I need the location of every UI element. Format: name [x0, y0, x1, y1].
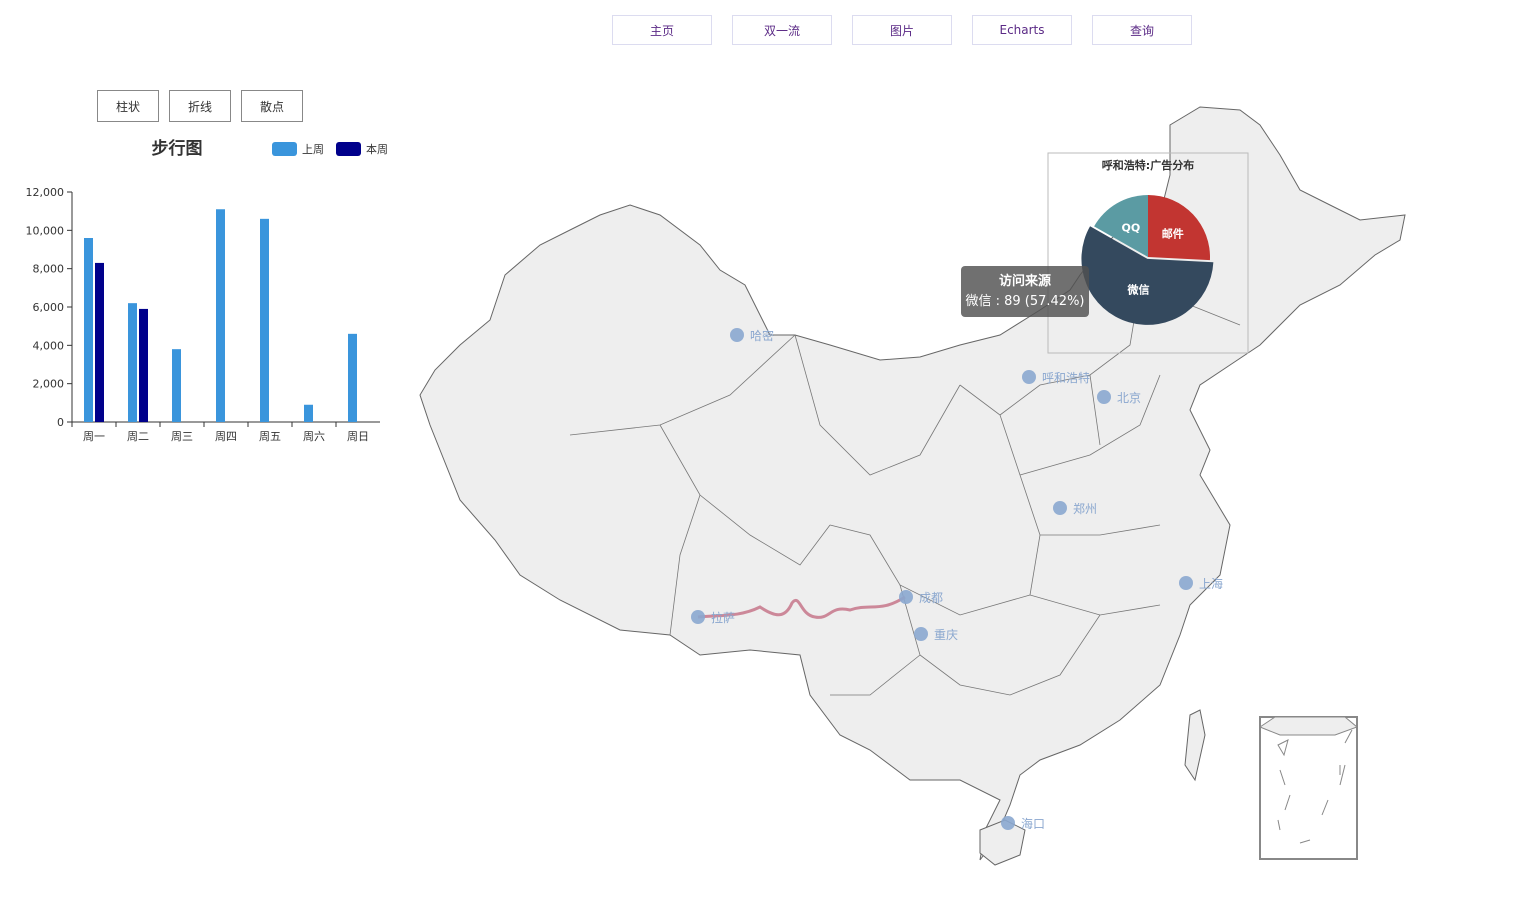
pie-slice-label: 微信: [1126, 283, 1149, 297]
city-haikou[interactable]: 海口: [1001, 816, 1045, 831]
city-dot: [1179, 576, 1193, 590]
nav-images-button[interactable]: 图片: [852, 15, 952, 45]
pie-frame: [1047, 152, 1249, 354]
city-label: 哈密: [750, 328, 774, 343]
chart-title: 步行图: [152, 138, 203, 159]
y-tick-label: 0: [57, 416, 64, 429]
bar-上周: [260, 218, 269, 422]
pie-slice-label: 邮件: [1162, 227, 1184, 241]
pie-slice-邮件[interactable]: [1148, 195, 1210, 261]
x-tick-label: 周一: [83, 430, 105, 443]
y-tick-label: 10,000: [26, 224, 65, 237]
city-dot: [1022, 370, 1036, 384]
legend-swatch: [272, 142, 297, 156]
city-dot: [914, 627, 928, 641]
bar-本周: [139, 308, 148, 422]
nav-echarts-button[interactable]: Echarts: [972, 15, 1072, 45]
china-outline: [419, 106, 1406, 861]
city-dot: [730, 328, 744, 342]
city-label: 呼和浩特: [1042, 370, 1090, 385]
city-label: 海口: [1021, 816, 1045, 831]
tooltip-title: 访问来源: [998, 274, 1051, 289]
nav-query-button[interactable]: 查询: [1092, 15, 1192, 45]
city-beijing[interactable]: 北京: [1097, 390, 1141, 405]
nav-double-first-class-button[interactable]: 双一流: [732, 15, 832, 45]
route-line: [697, 595, 906, 619]
x-tick-label: 周二: [127, 430, 149, 443]
taiwan-island: [1184, 709, 1206, 782]
legend-label: 本周: [366, 142, 388, 156]
city-dot: [1097, 390, 1111, 404]
nav-home-button[interactable]: 主页: [612, 15, 712, 45]
top-nav: 主页 双一流 图片 Echarts 查询: [612, 15, 1192, 45]
city-label: 重庆: [934, 628, 958, 642]
city-dot: [899, 590, 913, 604]
line-type-button[interactable]: 折线: [169, 90, 231, 122]
city-label: 北京: [1117, 391, 1141, 405]
bar-上周: [216, 209, 225, 422]
y-tick-label: 6,000: [33, 301, 65, 314]
x-tick-label: 周四: [215, 430, 237, 443]
bar-本周: [95, 262, 104, 422]
city-chengdu[interactable]: 成都: [899, 590, 943, 605]
south-sea-inset: [1258, 716, 1358, 860]
x-tick-label: 周三: [171, 430, 193, 443]
city-zhengzhou[interactable]: 郑州: [1053, 501, 1097, 516]
x-tick-label: 周六: [303, 430, 325, 443]
pie-slice-QQ[interactable]: [1094, 195, 1148, 257]
city-lhasa[interactable]: 拉萨: [691, 610, 735, 625]
city-label: 成都: [919, 591, 943, 605]
tooltip-text: 微信 : 89 (57.42%): [965, 294, 1085, 309]
bar-上周: [304, 404, 313, 422]
chart-type-toolbar: 柱状 折线 散点: [97, 90, 303, 122]
bar-上周: [172, 349, 181, 422]
city-label: 郑州: [1073, 501, 1097, 516]
bar-上周: [84, 238, 93, 422]
city-hami[interactable]: 哈密: [730, 328, 774, 343]
x-tick-label: 周五: [259, 430, 281, 443]
bar-上周: [128, 303, 137, 422]
legend-label: 上周: [302, 143, 324, 156]
city-hohhot[interactable]: 呼和浩特: [1022, 370, 1090, 385]
bar-type-button[interactable]: 柱状: [97, 90, 159, 122]
city-dot: [691, 610, 705, 624]
legend-swatch: [336, 142, 361, 156]
y-tick-label: 2,000: [33, 378, 65, 391]
x-tick-label: 周日: [347, 430, 369, 443]
bar-上周: [348, 333, 357, 422]
city-dot: [1053, 501, 1067, 515]
pie-tooltip: 访问来源 微信 : 89 (57.42%): [961, 266, 1089, 317]
city-shanghai[interactable]: 上海: [1179, 576, 1223, 591]
city-chongqing[interactable]: 重庆: [914, 627, 958, 642]
city-label: 拉萨: [711, 610, 735, 625]
city-label: 上海: [1199, 576, 1223, 591]
y-tick-label: 12,000: [26, 186, 65, 199]
pie-title: 呼和浩特:广告分布: [1102, 158, 1194, 172]
y-tick-label: 8,000: [33, 263, 65, 276]
walking-bar-chart: 步行图 上周 本周 0 2,000 4,000 6,000 8,000 10,000 12,000…: [26, 138, 389, 443]
pie-slice-label: QQ: [1121, 222, 1140, 235]
pie-slice-微信[interactable]: [1081, 226, 1214, 325]
scatter-type-button[interactable]: 散点: [241, 90, 303, 122]
y-tick-label: 4,000: [33, 339, 65, 352]
china-map: 哈密 呼和浩特 北京 郑州 上海 成都 拉萨 重庆 海口 呼和浩特:广告分布 邮…: [419, 106, 1406, 866]
city-dot: [1001, 816, 1015, 830]
